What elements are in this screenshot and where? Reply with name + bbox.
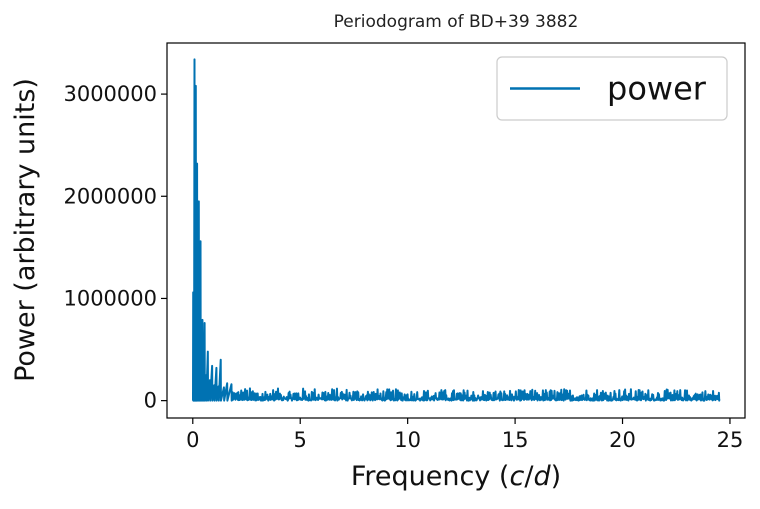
power-series-line: [192, 58, 721, 402]
x-tick-label: 10: [394, 428, 421, 452]
x-tick-label: 0: [186, 428, 199, 452]
series-layer: [192, 58, 721, 402]
x-axis-label: Frequency (c/d): [351, 461, 561, 492]
legend-box: [496, 56, 728, 121]
y-tick-label: 2000000: [63, 184, 157, 208]
plot-frame: [166, 42, 746, 419]
legend: power: [496, 56, 728, 121]
y-tick-label: 0: [144, 389, 157, 413]
y-axis-label: Power (arbitrary units): [10, 78, 41, 382]
x-tick-label: 15: [502, 428, 529, 452]
x-tick-label: 25: [717, 428, 744, 452]
axes-layer: 0 5 10 15 20 25 0 1000000 2000000 3000000: [63, 42, 746, 452]
x-tick-label: 20: [609, 428, 636, 452]
y-tick-label: 3000000: [63, 82, 157, 106]
y-tick-label: 1000000: [63, 286, 157, 310]
x-tick-label: 5: [294, 428, 307, 452]
legend-label-power: power: [607, 70, 707, 108]
chart-title: Periodogram of BD+39 3882: [334, 12, 579, 32]
